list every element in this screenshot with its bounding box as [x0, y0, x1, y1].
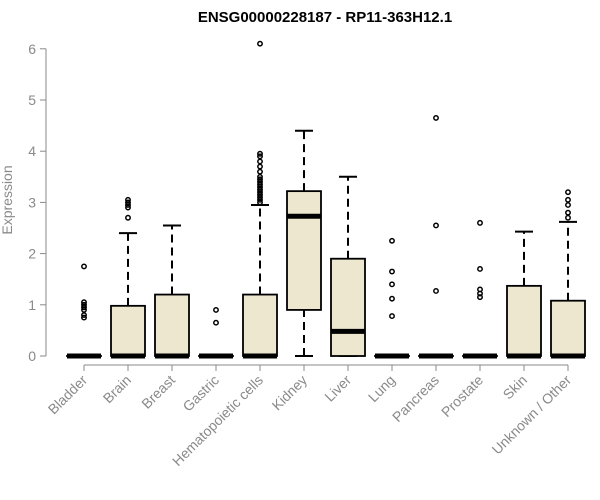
outlier-point	[565, 209, 571, 216]
x-tick-label: Brain	[100, 372, 134, 406]
outlier-point	[433, 288, 439, 294]
outlier-point	[389, 237, 395, 244]
outlier-point	[213, 319, 219, 326]
box-group	[330, 175, 366, 357]
box-group	[198, 306, 234, 359]
outlier-point	[125, 199, 131, 206]
box-group	[66, 263, 102, 359]
y-axis-label: Expression	[0, 165, 15, 234]
y-tick-label: 1	[28, 297, 36, 313]
outlier-point	[433, 222, 439, 229]
box-group	[462, 219, 498, 359]
outlier-point	[389, 268, 395, 275]
y-axis: 0 1 2 3 4 5 6	[28, 41, 47, 364]
box-iqr	[506, 284, 542, 357]
outlier-point	[257, 176, 263, 183]
x-tick-label: Breast	[138, 372, 178, 412]
outlier-point	[389, 281, 395, 288]
outlier-point	[477, 294, 483, 301]
box-group	[242, 40, 278, 359]
x-tick-label: Unknown / Other	[489, 372, 575, 458]
outlier-point	[257, 40, 263, 47]
box-group	[506, 230, 542, 359]
outlier-point	[257, 150, 263, 157]
box-group	[374, 237, 410, 359]
x-tick-label: Bladder	[45, 372, 91, 418]
y-tick-label: 4	[28, 143, 36, 159]
y-tick-label: 2	[28, 246, 36, 262]
outlier-point	[565, 189, 571, 196]
outlier-point	[125, 214, 131, 221]
y-tick-label: 3	[28, 194, 36, 210]
outlier-point	[81, 301, 87, 308]
outlier-point	[125, 196, 131, 203]
box-iqr	[330, 257, 366, 357]
box-iqr	[286, 190, 322, 311]
outlier-point	[565, 196, 571, 203]
outlier-point	[257, 168, 263, 175]
box-iqr	[154, 293, 190, 357]
outlier-point	[433, 114, 439, 121]
outlier-point	[81, 263, 87, 270]
y-tick-label: 0	[28, 348, 36, 364]
outlier-point	[213, 306, 219, 313]
outlier-point	[565, 214, 571, 221]
x-tick-label: Pancreas	[389, 372, 442, 425]
box-group	[154, 224, 190, 359]
outlier-point	[477, 266, 483, 272]
boxes-layer	[66, 40, 586, 359]
box-iqr	[550, 299, 586, 357]
box-group	[110, 196, 146, 359]
outlier-point	[257, 158, 263, 165]
box-group	[286, 129, 322, 357]
outlier-point	[257, 163, 263, 170]
box-iqr	[242, 293, 278, 357]
outlier-point	[565, 202, 571, 208]
x-tick-label: Skin	[500, 372, 531, 403]
box-iqr	[110, 304, 146, 357]
outlier-point	[389, 295, 395, 302]
outlier-point	[477, 286, 483, 293]
chart-title: ENSG00000228187 - RP11-363H12.1	[198, 9, 452, 26]
outlier-point	[477, 219, 483, 226]
outlier-point	[81, 314, 87, 321]
outlier-point	[257, 153, 263, 160]
outlier-point	[389, 313, 395, 320]
x-tick-label: Gastric	[179, 372, 222, 415]
y-tick-label: 5	[28, 92, 36, 108]
x-tick-label: Prostate	[438, 372, 486, 420]
x-tick-label: Liver	[321, 372, 354, 405]
box-group	[418, 114, 454, 359]
x-tick-label: Lung	[365, 372, 398, 405]
outlier-point	[81, 299, 87, 306]
y-tick-label: 6	[28, 41, 36, 57]
x-tick-label: Kidney	[269, 372, 311, 414]
box-group	[550, 189, 586, 359]
